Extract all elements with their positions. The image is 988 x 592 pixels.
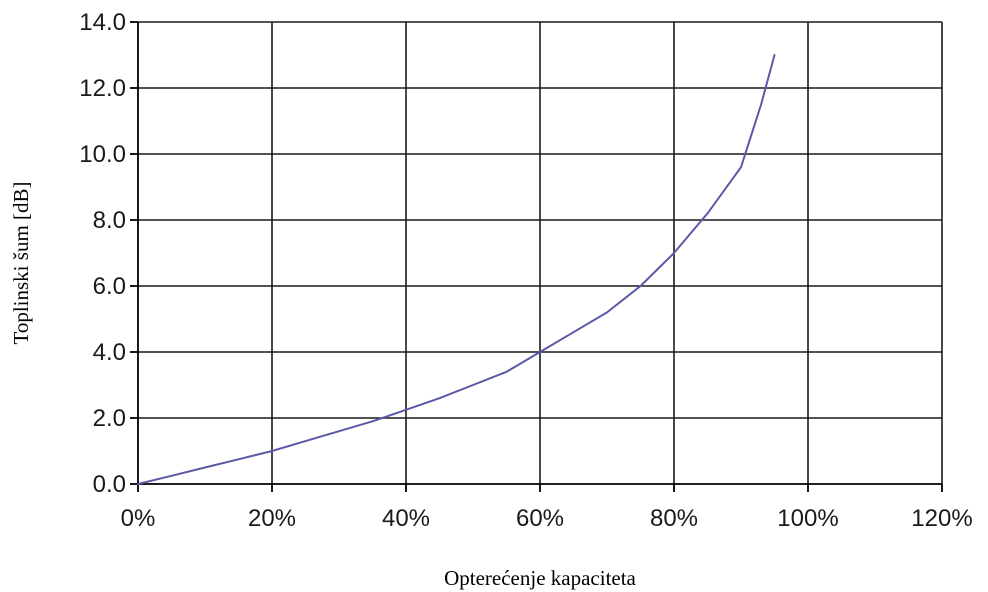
grid [138, 21, 943, 484]
x-tick-label: 40% [382, 505, 430, 532]
series-line [137, 54, 776, 485]
tick-marks [130, 21, 943, 492]
x-tick-label: 0% [121, 505, 156, 532]
y-tick-label: 4.0 [93, 339, 126, 366]
y-tick-label: 2.0 [93, 405, 126, 432]
y-tick-label: 8.0 [93, 207, 126, 234]
x-tick-label: 20% [248, 505, 296, 532]
tick-labels: 0.0 2.0 4.0 6.0 8.0 10.0 12.0 14.0 0% 20% 40% 60% 80… [79, 9, 972, 532]
y-tick-label: 12.0 [79, 75, 126, 102]
x-tick-label: 120% [911, 505, 972, 532]
x-tick-label: 80% [650, 505, 698, 532]
x-tick-label: 60% [516, 505, 564, 532]
x-axis-title: Opterećenje kapaciteta [444, 566, 636, 590]
y-tick-label: 14.0 [79, 9, 126, 36]
y-tick-label: 10.0 [79, 141, 126, 168]
x-tick-label: 100% [777, 505, 838, 532]
y-tick-label: 6.0 [93, 273, 126, 300]
series [137, 54, 776, 485]
y-axis-title: Toplinski šum [dB] [9, 181, 33, 344]
y-tick-label: 0.0 [93, 471, 126, 498]
